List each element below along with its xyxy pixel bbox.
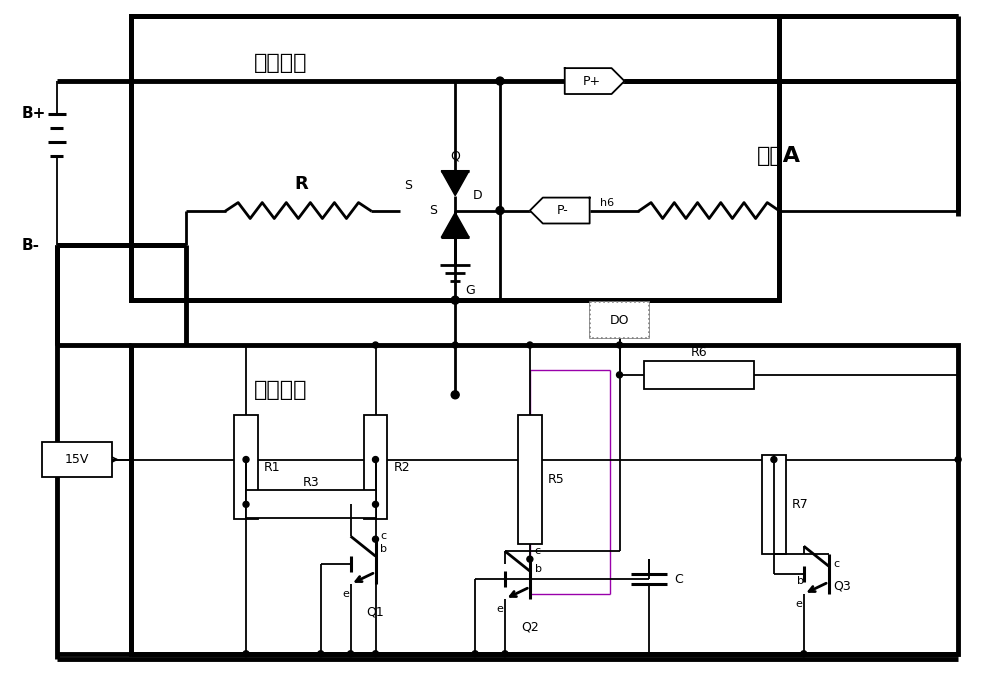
Circle shape [496,207,504,214]
Text: e: e [342,589,349,599]
Bar [518,415,542,544]
Circle shape [373,650,378,657]
Text: R: R [294,174,308,193]
Text: Q2: Q2 [521,621,539,634]
Polygon shape [530,198,590,223]
Text: B-: B- [22,238,40,253]
Circle shape [502,650,508,657]
Text: R5: R5 [548,473,565,486]
Circle shape [243,502,249,507]
Text: c: c [380,531,387,542]
Bar [42,442,112,477]
Text: b: b [797,576,804,586]
Text: R7: R7 [792,498,809,511]
Circle shape [373,342,378,348]
Bar [590,302,649,338]
Text: Q3: Q3 [834,579,851,592]
Circle shape [527,342,533,348]
Circle shape [496,77,504,85]
Text: b: b [535,564,542,574]
Text: P+: P+ [582,74,600,88]
Circle shape [955,457,961,462]
Circle shape [243,457,249,462]
Text: b: b [380,544,387,554]
Text: e: e [497,604,503,614]
Circle shape [243,650,249,657]
Text: G: G [465,284,475,297]
Text: B+: B+ [22,106,46,121]
Bar [364,415,387,520]
Text: e: e [795,599,802,609]
Text: C: C [674,573,683,586]
Bar [762,455,786,554]
Circle shape [373,457,378,462]
Text: h6: h6 [600,198,614,207]
Text: D: D [473,189,483,202]
Circle shape [373,536,378,542]
Circle shape [801,650,807,657]
Circle shape [373,502,378,507]
Bar [131,17,779,300]
Circle shape [527,556,533,562]
Polygon shape [441,171,469,196]
Circle shape [472,650,478,657]
Circle shape [451,296,459,304]
Bar [644,361,754,389]
Circle shape [617,372,623,378]
Text: c: c [834,559,840,569]
Circle shape [451,391,459,399]
Circle shape [348,650,354,657]
Bar [234,415,258,520]
Circle shape [771,457,777,462]
Bar [131,17,779,300]
Text: S: S [429,204,437,217]
Text: 负载A: 负载A [757,146,801,166]
Text: 控制电路: 控制电路 [254,380,308,400]
Text: Q: Q [450,150,460,163]
Circle shape [318,650,324,657]
Text: 主控电路: 主控电路 [254,53,308,73]
Circle shape [617,342,623,348]
Text: R2: R2 [393,460,410,473]
Bar [246,491,376,518]
Bar [590,302,649,338]
Text: R3: R3 [302,476,319,489]
Circle shape [452,342,458,348]
Text: DO: DO [610,313,629,327]
Polygon shape [565,68,624,94]
Text: 15V: 15V [65,453,89,466]
Text: R6: R6 [691,347,708,360]
Bar [131,345,958,654]
Text: c: c [535,546,541,556]
Text: Q1: Q1 [367,606,384,619]
Text: S: S [404,179,412,192]
Polygon shape [441,212,469,238]
Text: P-: P- [557,204,569,217]
Text: R1: R1 [264,460,281,473]
